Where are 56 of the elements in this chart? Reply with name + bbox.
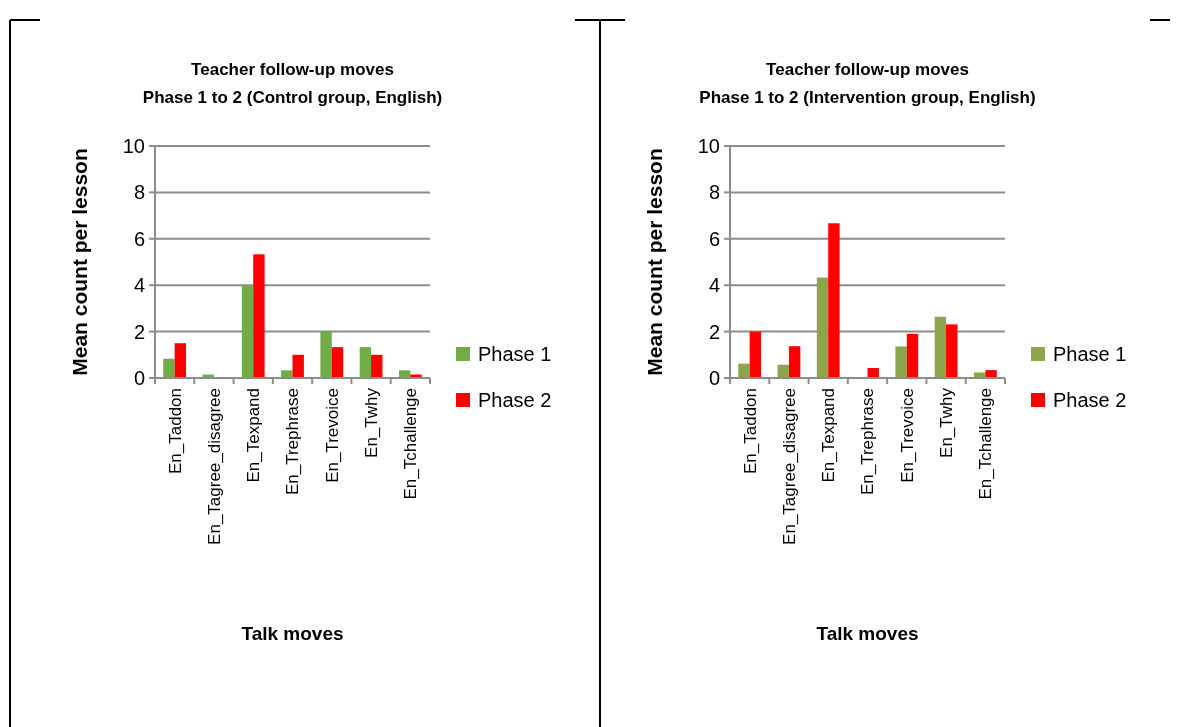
x-tick-label: En_Tagree_disagree: [779, 388, 799, 545]
bar: [946, 324, 958, 378]
y-tick-label: 0: [133, 367, 145, 389]
y-axis-title: Mean count per lesson: [643, 148, 667, 376]
y-tick-label: 2: [708, 320, 720, 343]
bar: [359, 347, 372, 378]
y-tick-label: 10: [122, 135, 145, 157]
bar: [934, 316, 947, 378]
y-tick-label: 4: [708, 274, 720, 297]
bar: [253, 254, 265, 378]
y-tick-label: 10: [697, 135, 720, 157]
x-tick-label: En_Twhy: [362, 387, 382, 458]
y-tick-label: 2: [133, 320, 145, 343]
x-tick-label: En_Trephrase: [283, 388, 303, 496]
x-tick-label: En_Tagree_disagree: [204, 388, 224, 545]
x-tick-label: En_Trevoice: [322, 388, 342, 483]
x-tick-label: En_Texpand: [244, 388, 264, 483]
bar: [371, 354, 383, 378]
chart-title: Teacher follow-up moves Phase 1 to 2 (Control group, English): [142, 60, 443, 107]
chart-title: Teacher follow-up moves Phase 1 to 2 (Intervention group, English): [699, 60, 1036, 107]
bar: [292, 354, 304, 378]
legend-label: Phase 1: [478, 343, 552, 365]
x-axis-title: Talk moves: [816, 623, 919, 644]
bar: [281, 370, 293, 378]
x-tick-label: En_Trephrase: [858, 388, 878, 496]
x-tick-label: En_Taddon: [165, 388, 185, 475]
bar: [816, 277, 829, 378]
bar: [906, 333, 919, 378]
bar: [331, 347, 344, 378]
bar: [738, 363, 750, 378]
x-tick-label: En_Trevoice: [897, 388, 917, 483]
x-tick-label: En_Twhy: [937, 387, 957, 458]
bar: [163, 358, 175, 378]
y-tick-label: 6: [708, 227, 720, 250]
y-tick-label: 0: [708, 367, 720, 389]
bar: [828, 223, 840, 378]
x-tick-label: En_Taddon: [740, 388, 760, 475]
x-tick-label: En_Texpand: [819, 388, 839, 483]
bar: [241, 285, 254, 378]
x-tick-label: En_Tchallenge: [976, 388, 996, 500]
bar: [895, 346, 907, 378]
x-tick-label: En_Tchallenge: [401, 388, 421, 500]
y-tick-label: 4: [133, 274, 145, 297]
bar: [320, 331, 332, 378]
bar: [749, 331, 762, 378]
y-axis-title: Mean count per lesson: [68, 148, 92, 376]
bar: [985, 370, 997, 378]
y-tick-label: 6: [133, 227, 145, 250]
legend-label: Phase 1: [1053, 343, 1127, 365]
legend-label: Phase 2: [1053, 389, 1127, 411]
bar: [174, 343, 187, 378]
bar: [788, 346, 801, 378]
y-tick-label: 8: [133, 181, 145, 204]
x-axis-title: Talk moves: [241, 623, 344, 644]
y-tick-label: 8: [708, 181, 720, 204]
legend-label: Phase 2: [478, 389, 552, 411]
